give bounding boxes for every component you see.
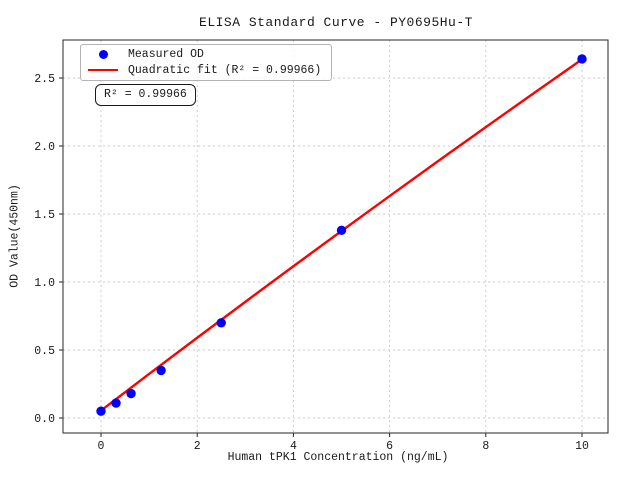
legend-label-quadratic-fit: Quadratic fit (R² = 0.99966) — [128, 63, 322, 77]
x-tick-label: 10 — [575, 440, 589, 453]
legend-swatch-area — [87, 69, 119, 72]
data-point — [336, 225, 347, 236]
y-axis-label: OD Value(450nm) — [8, 184, 22, 288]
scatter-marker-icon — [98, 50, 108, 60]
y-tick-label: 2.5 — [34, 73, 55, 86]
plot-border — [62, 39, 609, 434]
line-marker-icon — [88, 69, 118, 72]
y-tick-label: 1.5 — [34, 209, 55, 222]
y-tick-label: 0.0 — [34, 413, 55, 426]
data-point — [577, 54, 587, 64]
legend-label-measured-od: Measured OD — [128, 48, 204, 61]
r-squared-annotation: R² = 0.99966 — [95, 84, 196, 106]
legend-item-measured-od: Measured OD — [87, 49, 321, 61]
x-axis-label: Human tPK1 Concentration (ng/mL) — [227, 451, 449, 464]
chart-title: ELISA Standard Curve - PY0695Hu-T — [199, 15, 473, 30]
data-point — [111, 398, 121, 408]
x-tick-label: 0 — [98, 440, 105, 453]
data-point — [216, 318, 226, 328]
x-tick-label: 6 — [386, 440, 393, 453]
data-point — [96, 406, 106, 416]
legend-swatch-area — [87, 50, 119, 60]
y-tick-label: 1.0 — [34, 277, 55, 290]
data-point — [126, 388, 136, 399]
y-tick-label: 0.5 — [34, 345, 55, 358]
x-tick-label: 8 — [482, 440, 489, 453]
legend-item-quadratic-fit: Quadratic fit (R² = 0.99966) — [87, 63, 322, 77]
x-tick-label: 2 — [194, 440, 201, 453]
x-tick-label: 4 — [290, 440, 297, 453]
legend: Measured OD Quadratic fit (R² = 0.99966) — [80, 44, 333, 81]
data-point — [156, 365, 166, 376]
y-tick-label: 2.0 — [34, 141, 55, 154]
